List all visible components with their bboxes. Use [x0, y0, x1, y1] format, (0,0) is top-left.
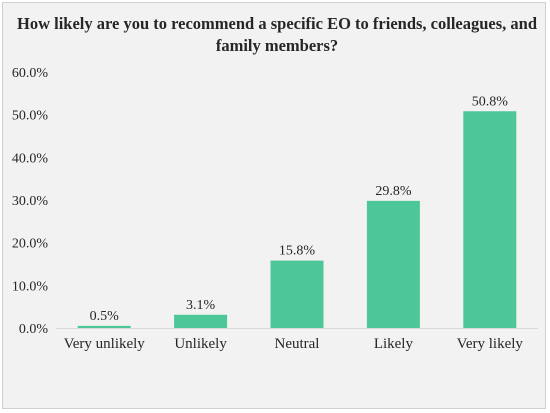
- x-tick-label: Unlikely: [174, 336, 227, 352]
- y-tick-label: 0.0%: [19, 322, 49, 337]
- y-tick-label: 60.0%: [12, 66, 49, 81]
- x-tick-label: Neutral: [275, 336, 320, 352]
- bar: [366, 200, 420, 328]
- x-tick-label: Likely: [374, 336, 414, 352]
- x-tick-label: Very unlikely: [64, 336, 146, 352]
- bar: [463, 111, 517, 329]
- data-label: 29.8%: [375, 184, 412, 199]
- bars: [77, 111, 517, 329]
- y-tick-label: 20.0%: [12, 237, 49, 252]
- data-label: 0.5%: [90, 309, 120, 324]
- y-tick-label: 10.0%: [12, 279, 49, 294]
- data-label: 3.1%: [186, 298, 216, 313]
- bar: [77, 325, 131, 328]
- chart-title: How likely are you to recommend a specif…: [16, 14, 538, 55]
- y-tick-label: 40.0%: [12, 151, 49, 166]
- data-label: 50.8%: [472, 94, 509, 109]
- bar: [174, 314, 228, 328]
- x-axis: Very unlikely Unlikely Neutral Likely Very l…: [56, 328, 538, 352]
- chart-frame: How likely are you to recommend a specif…: [2, 2, 546, 409]
- y-tick-label: 30.0%: [12, 194, 49, 209]
- bar: [270, 260, 324, 328]
- data-labels: 0.5% 3.1% 15.8% 29.8% 50.8%: [90, 94, 509, 324]
- x-tick-label: Very likely: [457, 336, 524, 352]
- y-tick-label: 50.0%: [12, 109, 49, 124]
- data-label: 15.8%: [279, 244, 316, 259]
- y-axis: 0.0% 10.0% 20.0% 30.0% 40.0% 50.0% 60.0%: [12, 66, 49, 337]
